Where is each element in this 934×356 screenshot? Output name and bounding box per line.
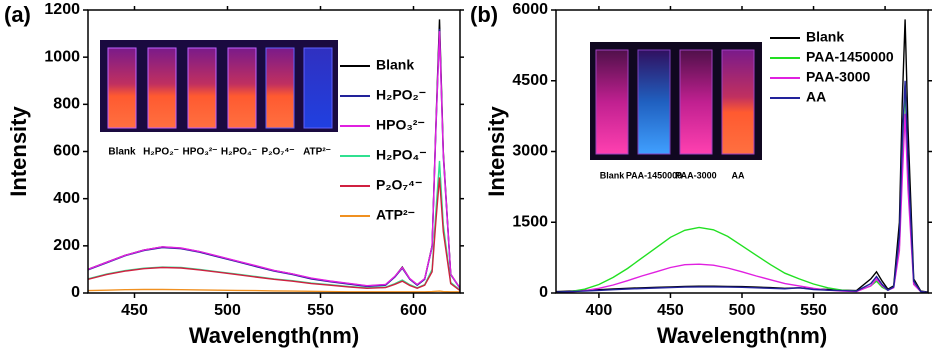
y-tick-label: 3000: [512, 143, 548, 160]
x-tick-label: 400: [586, 302, 613, 319]
y-tick-label: 400: [53, 190, 80, 207]
panel-label: (a): [4, 2, 31, 27]
inset-label: HPO₃²⁻: [183, 147, 218, 158]
inset-photo-a: [100, 40, 338, 132]
inset-label: H₂PO₂⁻: [143, 147, 179, 158]
y-tick-label: 0: [71, 284, 80, 301]
legend-label: PAA-1450000: [806, 49, 894, 65]
panel-label: (b): [470, 2, 498, 27]
series-line: [88, 31, 460, 289]
x-tick-label: 550: [307, 302, 334, 319]
legend-label: PAA-3000: [806, 69, 871, 85]
x-tick-label: 600: [872, 302, 899, 319]
inset-photo-b: [590, 42, 762, 160]
x-tick-label: 500: [214, 302, 241, 319]
x-axis-label: Wavelength(nm): [189, 323, 359, 348]
x-tick-label: 450: [121, 302, 148, 319]
x-tick-label: 600: [400, 302, 427, 319]
legend-label: AA: [806, 89, 826, 105]
inset-label: AA: [732, 170, 745, 180]
y-tick-label: 0: [539, 284, 548, 301]
y-tick-label: 1000: [44, 48, 80, 65]
y-tick-label: 4500: [512, 72, 548, 89]
legend-label: H₂PO₂⁻: [376, 87, 426, 103]
legend-label: H₂PO₄⁻: [376, 147, 427, 163]
inset-label: ATP²⁻: [303, 147, 331, 158]
y-tick-label: 6000: [512, 1, 548, 18]
y-tick-label: 1200: [44, 1, 80, 18]
legend-label: HPO₃²⁻: [376, 117, 425, 133]
inset-label: PAA-3000: [675, 170, 716, 180]
x-axis-label: Wavelength(nm): [657, 323, 827, 348]
inset-label: Blank: [108, 147, 136, 158]
inset-label: Blank: [600, 170, 626, 180]
inset-label: P₂O₇⁴⁻: [261, 147, 294, 158]
y-axis-label: Intensity: [484, 106, 509, 197]
legend-label: P₂O₇⁴⁻: [376, 177, 422, 193]
x-tick-label: 450: [657, 302, 684, 319]
legend-label: ATP²⁻: [376, 207, 415, 223]
x-tick-label: 500: [729, 302, 756, 319]
y-tick-label: 200: [53, 237, 80, 254]
y-axis-label: Intensity: [6, 106, 31, 197]
series-line: [556, 80, 928, 293]
series-line: [88, 177, 460, 292]
legend-label: Blank: [806, 29, 844, 45]
inset-label: PAA-1450000: [626, 170, 682, 180]
y-tick-label: 1500: [512, 213, 548, 230]
series-line: [88, 288, 460, 293]
legend-label: Blank: [376, 57, 414, 73]
inset-label: H₂PO₄⁻: [221, 147, 257, 158]
y-tick-label: 800: [53, 96, 80, 113]
y-tick-label: 600: [53, 143, 80, 160]
x-tick-label: 550: [800, 302, 827, 319]
series-line: [556, 113, 928, 293]
